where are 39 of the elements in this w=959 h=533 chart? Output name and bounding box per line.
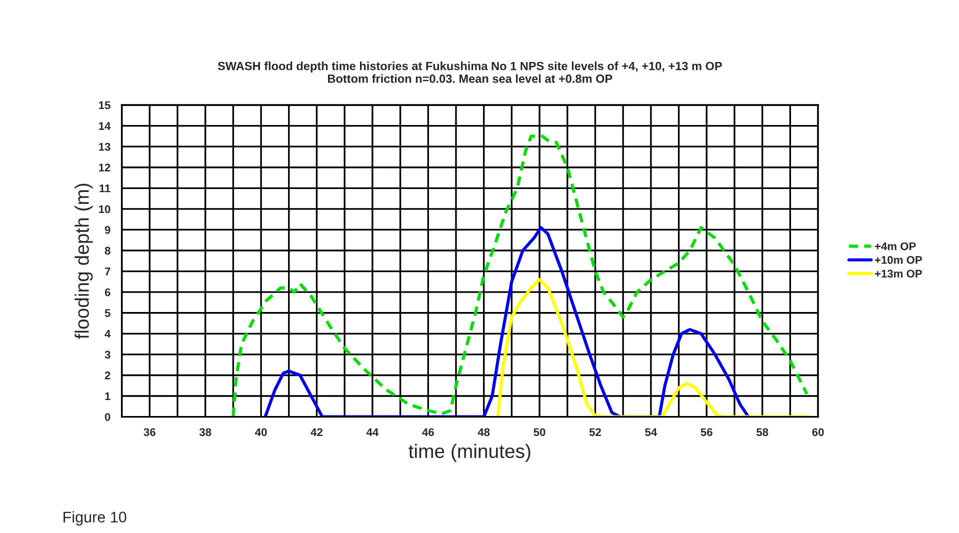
y-tick-label: 9 bbox=[104, 226, 110, 234]
x-tick-label: 44 bbox=[366, 428, 379, 436]
y-tick-label: 8 bbox=[104, 246, 110, 255]
x-tick-label: 38 bbox=[199, 428, 212, 436]
line-series bbox=[264, 226, 750, 417]
y-tick-label: 7 bbox=[104, 268, 110, 276]
line-series bbox=[232, 134, 808, 417]
legend-label: +10m OP bbox=[874, 256, 922, 264]
x-tick-label: 52 bbox=[589, 428, 601, 436]
y-axis-title: flooding depth (m) bbox=[74, 184, 93, 339]
legend-label: +13m OP bbox=[874, 270, 922, 278]
y-tick-label: 6 bbox=[104, 288, 110, 296]
y-tick-label: 5 bbox=[104, 309, 110, 318]
y-tick-label: 4 bbox=[104, 330, 111, 338]
legend-label: +4m OP bbox=[874, 242, 916, 250]
y-tick-label: 1 bbox=[105, 392, 110, 400]
y-tick-label: 10 bbox=[99, 205, 110, 214]
y-tick-label: 2 bbox=[104, 372, 110, 380]
x-tick-label: 46 bbox=[422, 428, 434, 436]
x-tick-label: 42 bbox=[310, 428, 322, 436]
caption: Figure 10 bbox=[64, 511, 126, 526]
x-tick-label: 56 bbox=[700, 428, 712, 436]
y-tick-label: 13 bbox=[99, 142, 110, 151]
y-tick-label: 14 bbox=[99, 122, 111, 130]
y-tick-label: 15 bbox=[99, 101, 110, 110]
y-tick-label: 0 bbox=[104, 413, 110, 421]
x-tick-label: 40 bbox=[255, 428, 267, 436]
x-tick-label: 54 bbox=[645, 428, 658, 436]
y-tick-label: 11 bbox=[100, 184, 110, 192]
x-tick-label: 58 bbox=[756, 428, 768, 436]
x-tick-label: 60 bbox=[812, 428, 824, 436]
chart-title: SWASH flood depth time histories at Fukushima No 1 NPS site levels of +4, +10, +13 m OP Bottom friction n=0.03. Mean sea level at +0.8m OP bbox=[218, 62, 722, 83]
x-tick-label: 50 bbox=[534, 428, 546, 436]
x-tick-label: 48 bbox=[478, 428, 490, 436]
y-tick-label: 12 bbox=[99, 164, 110, 172]
line-series bbox=[496, 278, 812, 417]
y-tick-label: 3 bbox=[104, 350, 110, 359]
x-axis-title: time (minutes) bbox=[408, 444, 530, 462]
x-tick-label: 36 bbox=[144, 428, 156, 436]
